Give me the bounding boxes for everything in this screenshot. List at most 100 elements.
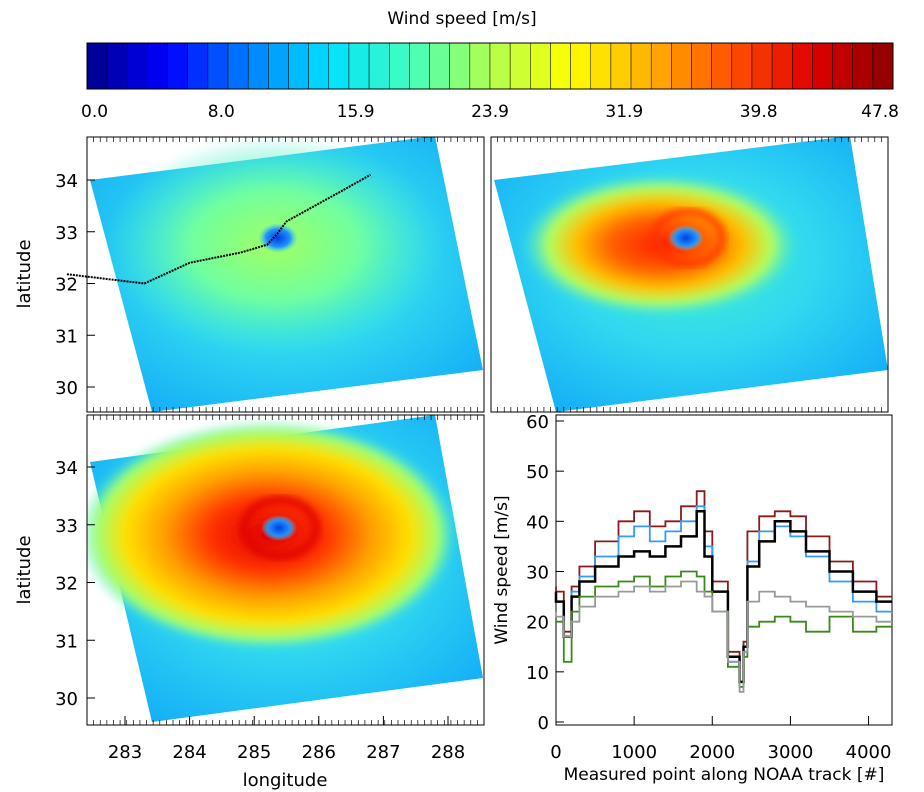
colorbar-bin: [106, 42, 128, 90]
chart-x-tick-label: 2000: [689, 742, 735, 763]
colorbar-bin: [489, 42, 511, 90]
chart-y-tick-label: 10: [526, 663, 549, 684]
colorbar-bin: [288, 42, 309, 90]
colorbar-bin: [650, 42, 672, 90]
colorbar-bin: [852, 42, 874, 90]
colorbar-bin: [147, 42, 168, 90]
lon-tick-label: 287: [366, 742, 400, 763]
lat-tick-label: 31: [55, 631, 78, 652]
series-line-4: [556, 570, 892, 688]
colorbar-bin: [207, 42, 229, 90]
colorbar-bin: [792, 42, 813, 90]
colorbar-tick-label: 23.9: [471, 102, 509, 122]
colorbar-bin: [530, 42, 551, 90]
lat-tick-label: 33: [55, 516, 78, 537]
colorbar-bin: [731, 42, 753, 90]
colorbar-bin: [187, 42, 209, 90]
chart-y-tick-label: 60: [526, 412, 549, 433]
colorbar-bin: [368, 42, 390, 90]
colorbar-bin: [691, 42, 712, 90]
lat-tick-label: 32: [55, 574, 78, 595]
chart-y-tick-label: 20: [526, 613, 549, 634]
chart-y-tick-label: 0: [538, 713, 549, 734]
chart-ticks: 0 10 20 30 40 50 60 0 1000 2000 3000 4000: [526, 412, 891, 763]
y-axis-label-top: latitude: [14, 239, 35, 308]
line-chart-panel: 0 10 20 30 40 50 60 0 1000 2000 3000 4000 Wind spee…: [492, 412, 893, 785]
lon-tick-label: 288: [431, 742, 465, 763]
eyewall: [651, 209, 725, 267]
colorbar-bin: [570, 42, 591, 90]
colorbar-bin: [832, 42, 853, 90]
chart-x-tick-label: 3000: [768, 742, 814, 763]
colorbar-tick-label: 31.9: [605, 102, 643, 122]
colorbar-bin: [227, 42, 249, 90]
lon-tick-label: 284: [172, 742, 206, 763]
colorbar-bin: [308, 42, 330, 90]
lat-tick-label: 31: [55, 326, 78, 347]
chart-y-tick-label: 40: [526, 512, 549, 533]
colorbar-tick-label: 47.8: [861, 102, 899, 122]
chart-y-tick-label: 50: [526, 462, 549, 483]
chart-x-tick-label: 1000: [611, 742, 657, 763]
chart-x-tick-label: 0: [550, 742, 561, 763]
eyewall: [240, 496, 320, 560]
chart-y-tick-label: 30: [526, 563, 549, 584]
colorbar-bin: [449, 42, 471, 90]
lon-tick-label: 283: [108, 742, 142, 763]
colorbar-bin: [268, 42, 289, 90]
colorbar-bin: [812, 42, 833, 90]
lat-tick-label: 33: [55, 223, 78, 244]
colorbar-bin: [509, 42, 531, 90]
series-line-5: [555, 580, 892, 693]
lat-tick-label: 34: [55, 171, 78, 192]
colorbar-title: Wind speed [m/s]: [387, 9, 536, 29]
lat-tick-label: 30: [55, 689, 78, 710]
storm-eye: [258, 223, 298, 253]
plot-frame: [555, 414, 893, 726]
colorbar-bin: [590, 42, 612, 90]
colorbar-bin: [469, 42, 491, 90]
colorbar-bin: [872, 42, 894, 90]
series-line-3: [554, 510, 892, 684]
lat-tick-label: 32: [55, 275, 78, 296]
lat-tick-label: 30: [55, 378, 78, 399]
colorbar-bin: [671, 42, 692, 90]
colorbar-bin: [328, 42, 350, 90]
chart-y-axis-label: Wind speed [m/s]: [492, 495, 512, 644]
y-axis-label-bottom: latitude: [14, 535, 35, 604]
colorbar-tick-label: 15.9: [337, 102, 375, 122]
chart-series: [554, 490, 892, 693]
colorbar-frame: [86, 42, 894, 90]
colorbar-bin: [429, 42, 450, 90]
map-panel-top-right: [490, 136, 889, 413]
colorbar-tick-label: 8.0: [208, 102, 235, 122]
map-panel-top-left: [66, 136, 485, 413]
colorbar-bin: [630, 42, 652, 90]
colorbar-tick-label: 0.0: [81, 102, 108, 122]
lat-tick-label: 34: [55, 458, 78, 479]
colorbar-bin: [610, 42, 632, 90]
colorbar-bin: [86, 42, 108, 90]
chart-x-axis-label: Measured point along NOAA track [#]: [564, 765, 885, 785]
map-panel-bottom-left: [86, 414, 485, 726]
colorbar-tick-label: 39.8: [740, 102, 778, 122]
colorbar-bin: [247, 42, 269, 90]
colorbar-bin: [348, 42, 370, 90]
noaa-track-line: [66, 173, 371, 285]
colorbar-bin: [127, 42, 148, 90]
colorbar-bin: [751, 42, 773, 90]
storm-eye: [668, 225, 704, 251]
colorbar-bin: [711, 42, 733, 90]
colorbar-bin: [167, 42, 189, 90]
storm-field: [520, 173, 800, 317]
chart-x-tick-label: 4000: [846, 742, 892, 763]
x-axis-label-map: longitude: [243, 770, 328, 791]
colorbar: [86, 42, 894, 90]
colorbar-bin: [550, 42, 571, 90]
map-axes: 30 30 31 31 32 32 33 33 34 34 283 284 285 286 287 288: [55, 137, 889, 763]
storm-eye: [261, 515, 297, 541]
colorbar-bin: [771, 42, 793, 90]
lon-tick-label: 286: [302, 742, 336, 763]
colorbar-bin: [409, 42, 430, 90]
